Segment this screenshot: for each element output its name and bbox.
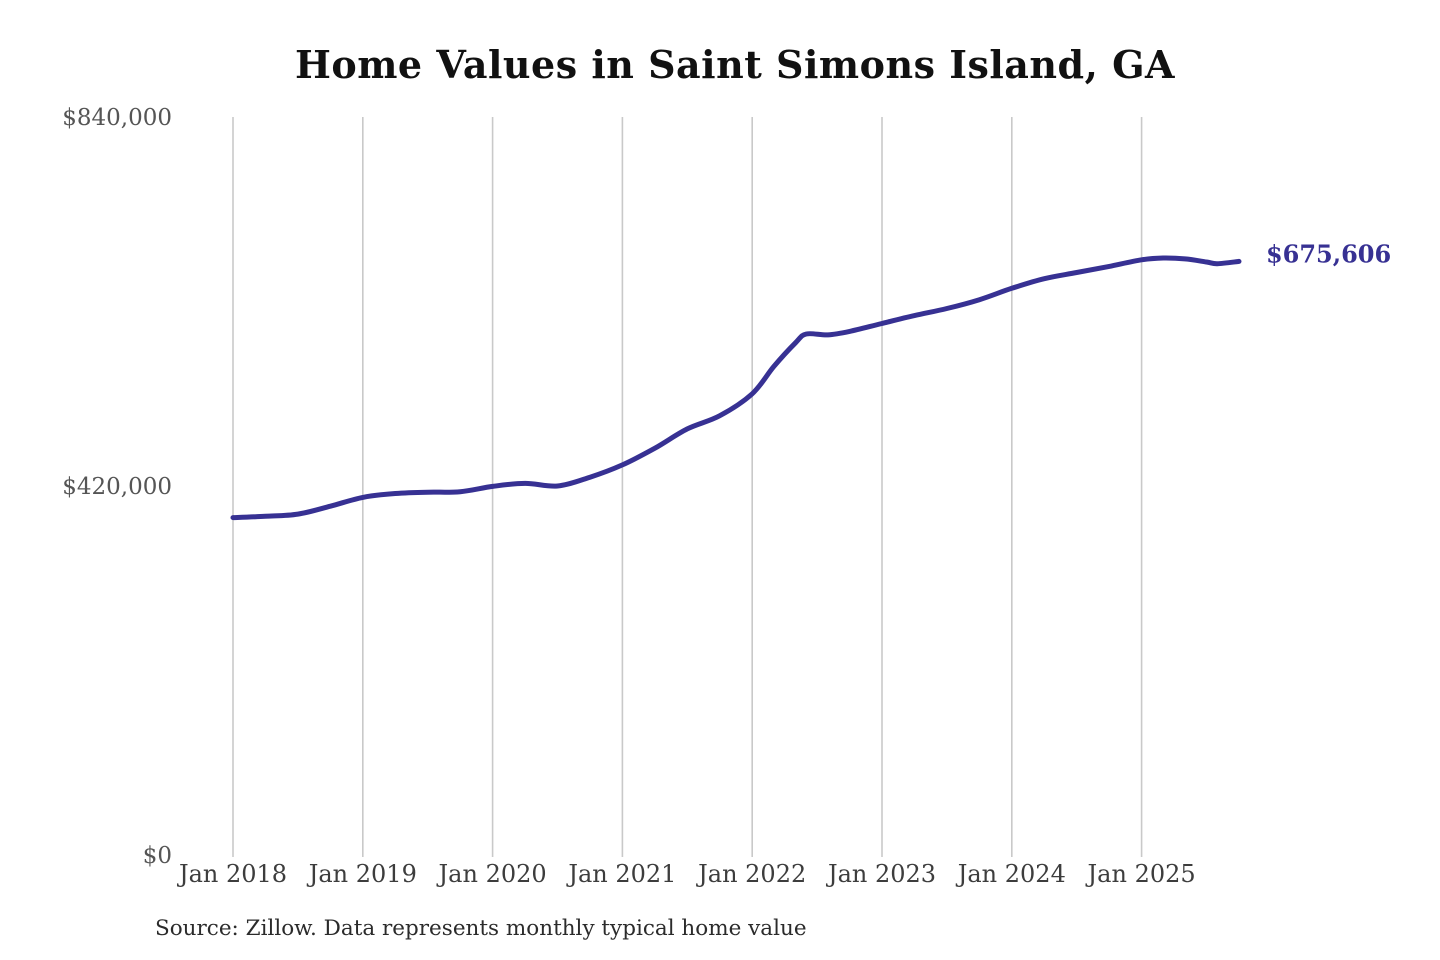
x-tick-jan-2023: Jan 2023 — [825, 860, 936, 888]
chart-title: Home Values in Saint Simons Island, GA — [294, 42, 1176, 87]
source-note: Source: Zillow. Data represents monthly … — [155, 916, 807, 941]
y-tick-420-000: $420,000 — [62, 474, 172, 500]
x-tick-jan-2022: Jan 2022 — [695, 860, 806, 888]
x-tick-jan-2019: Jan 2019 — [306, 860, 417, 888]
x-tick-jan-2024: Jan 2024 — [955, 860, 1066, 888]
end-value-label: $675,606 — [1266, 239, 1391, 268]
x-tick-jan-2020: Jan 2020 — [436, 860, 547, 888]
y-tick-840-000: $840,000 — [62, 105, 172, 131]
y-tick-0: $0 — [143, 843, 172, 869]
x-tick-jan-2018: Jan 2018 — [176, 860, 287, 888]
home-value-line — [230, 255, 1242, 521]
x-tick-jan-2021: Jan 2021 — [565, 860, 676, 888]
x-tick-jan-2025: Jan 2025 — [1085, 860, 1196, 888]
